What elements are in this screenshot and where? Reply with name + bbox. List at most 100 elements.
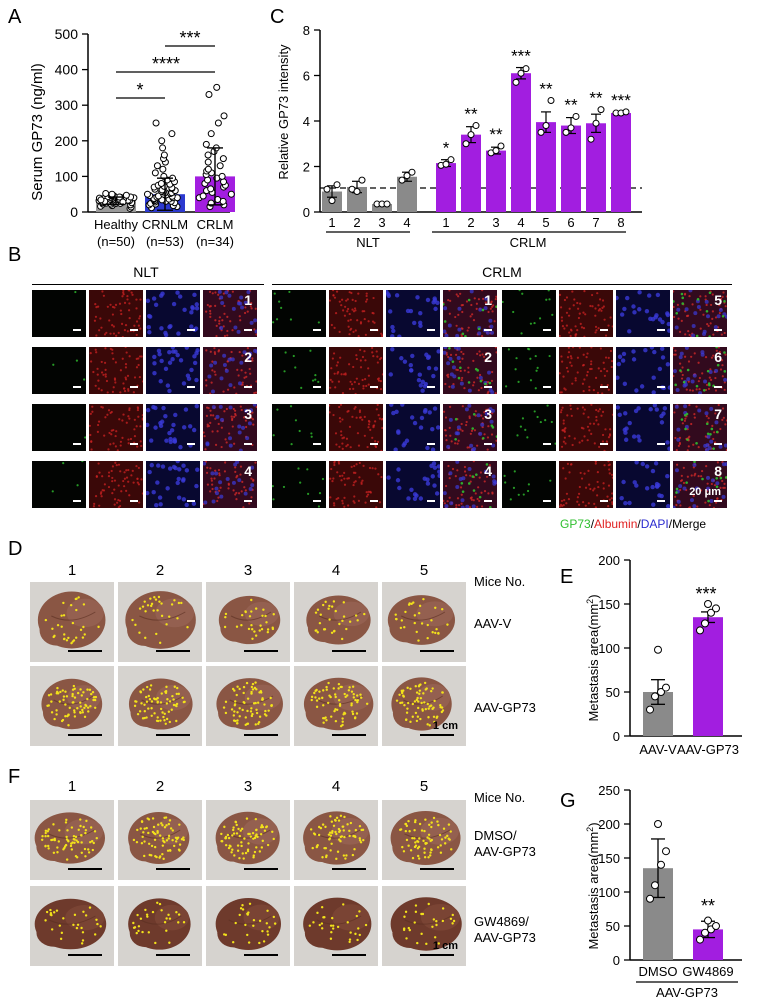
chart-c-point xyxy=(592,119,600,127)
micrograph-scale-bar xyxy=(244,386,252,388)
liver-photo xyxy=(118,800,202,880)
micrograph-scale-bar xyxy=(187,443,195,445)
mouse-number: 4 xyxy=(331,562,341,579)
micrograph-scale-bar xyxy=(427,329,435,331)
micrograph-scale-bar xyxy=(484,329,492,331)
chart-a-xlabel-n: (n=34) xyxy=(196,234,234,249)
panel-f-row-gw4869-line2: AAV-GP73 xyxy=(474,930,536,945)
chart-panel_e-ytick: 200 xyxy=(598,553,620,568)
micrograph-cell xyxy=(32,347,86,394)
micrograph-scale-bar xyxy=(370,329,378,331)
chart-e: Metastasis area(mm2) 0 50 100 150 200 AAV-V A… xyxy=(585,553,742,757)
liver-scale-bar xyxy=(332,954,366,956)
micrograph-cell xyxy=(146,404,200,451)
chart-c-point xyxy=(472,122,480,130)
micrograph-scale-bar xyxy=(600,386,608,388)
chart-a-point xyxy=(204,151,212,159)
micrograph-number: 4 xyxy=(244,463,252,479)
panel-letter-f: F xyxy=(8,766,21,788)
chart-c-xtick: 3 xyxy=(492,215,499,230)
chart-panel_g-point xyxy=(701,928,709,937)
chart-c-sig: ** xyxy=(464,105,478,124)
chart-c: Relative GP73 intensity 0 2 4 6 8 1 2 3 4 1 * 2 ** 3… xyxy=(276,23,642,250)
panel-letter-b: B xyxy=(8,244,22,266)
panel-f-mice-label: Mice No. xyxy=(474,790,526,805)
chart-a-point xyxy=(153,162,161,170)
micrograph-cell: 5 xyxy=(673,290,727,337)
chart-a-sig-3: *** xyxy=(179,28,200,48)
chart-g-bracket-label: AAV-GP73 xyxy=(656,985,718,1000)
mouse-number: 4 xyxy=(331,778,341,795)
micrograph-scale-bar xyxy=(130,500,138,502)
chart-a-xlabel-n: (n=53) xyxy=(146,234,184,249)
chart-c-point xyxy=(398,176,406,184)
panel-letter-c: C xyxy=(270,6,285,28)
chart-panel_e-point xyxy=(662,683,670,692)
micrograph-scale-bar xyxy=(600,500,608,502)
liver-photo xyxy=(206,886,290,966)
chart-a-point xyxy=(108,190,116,198)
chart-c-point xyxy=(447,156,455,164)
chart-a-point xyxy=(168,130,176,138)
micrograph-scale-bar xyxy=(313,443,321,445)
micrograph-cell: 3 xyxy=(443,404,497,451)
mouse-number: 3 xyxy=(243,778,253,795)
micrograph-scale-bar xyxy=(73,386,81,388)
chart-c-point xyxy=(567,124,575,132)
micrograph-number: 1 xyxy=(244,292,252,308)
liver-photo: 1 cm xyxy=(382,886,466,966)
micrograph-scale-bar xyxy=(543,500,551,502)
panel-d-row-aav-v: AAV-V xyxy=(474,616,512,631)
chart-c-crlm-label: CRLM xyxy=(510,235,547,250)
chart-c-xtick: 8 xyxy=(617,215,624,230)
micrograph-number: 4 xyxy=(484,463,492,479)
chart-panel_e-point xyxy=(696,626,704,635)
mouse-number: 2 xyxy=(155,562,165,579)
liver-photo xyxy=(30,886,114,966)
micrograph-cell xyxy=(616,347,670,394)
liver-scale-bar xyxy=(68,868,102,870)
channel-legend: GP73/Albumin/DAPI/Merge xyxy=(560,517,706,531)
chart-c-xtick: 4 xyxy=(517,215,524,230)
chart-panel_g-ytick: 100 xyxy=(598,885,620,900)
micrograph-scale-bar xyxy=(657,500,665,502)
chart-c-point xyxy=(358,176,366,184)
liver-photo xyxy=(294,886,378,966)
chart-panel_e-point xyxy=(651,692,659,701)
micrograph-number: 3 xyxy=(484,406,492,422)
chart-panel_g-ytick: 250 xyxy=(598,783,620,798)
chart-c-xtick: 2 xyxy=(467,215,474,230)
micrograph-cell xyxy=(502,461,556,508)
chart-a: Serum GP73 (ng/ml) 0 100 200 300 400 500 Heal… xyxy=(29,26,235,249)
micrograph-cell xyxy=(32,290,86,337)
chart-c-sig: ** xyxy=(539,80,553,99)
chart-c-ytick: 8 xyxy=(303,23,310,38)
chart-a-ytick: 100 xyxy=(55,168,79,184)
chart-a-point xyxy=(157,180,165,188)
micrograph-scale-bar xyxy=(484,500,492,502)
chart-c-bar xyxy=(586,123,606,212)
micrograph-scale-bar xyxy=(600,443,608,445)
chart-c-point xyxy=(562,128,570,136)
chart-a-sig-2: **** xyxy=(152,54,180,74)
chart-panel_g-point xyxy=(657,860,665,869)
micrograph-cell xyxy=(502,347,556,394)
micrograph-cell xyxy=(272,290,326,337)
chart-c-xtick: 5 xyxy=(542,215,549,230)
micrograph-scale-bar xyxy=(657,329,665,331)
micrograph-cell: 2 xyxy=(443,347,497,394)
micrograph-cell: 4 xyxy=(443,461,497,508)
micrograph-number: 6 xyxy=(714,349,722,365)
micrograph-cell xyxy=(386,290,440,337)
chart-e-sig: *** xyxy=(695,584,716,604)
micrograph-cell: 4 xyxy=(203,461,257,508)
chart-c-sig: *** xyxy=(511,47,531,66)
chart-a-point xyxy=(160,151,168,159)
chart-c-point xyxy=(512,78,520,86)
micrograph-scale-bar xyxy=(657,386,665,388)
chart-a-xlabel: CRNLM xyxy=(142,217,188,232)
chart-a-ytick: 0 xyxy=(70,204,78,220)
channel-gp73: GP73 xyxy=(560,517,591,531)
chart-c-point xyxy=(462,140,470,148)
micrograph-cell xyxy=(146,461,200,508)
